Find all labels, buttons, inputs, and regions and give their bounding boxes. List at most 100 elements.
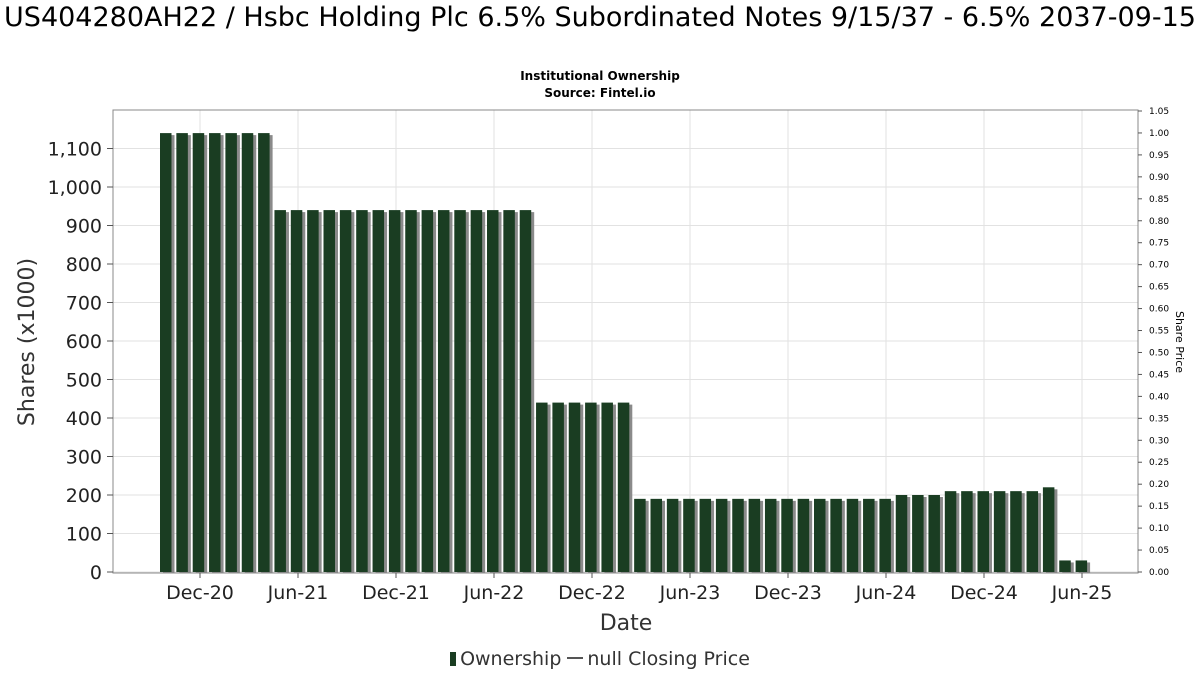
ownership-bar xyxy=(470,210,483,572)
ownership-bar xyxy=(977,491,989,572)
ownership-bar xyxy=(1059,560,1071,572)
ownership-bar xyxy=(258,133,270,572)
y2-tick-label: 0.15 xyxy=(1149,502,1169,512)
x-tick-label: Dec-23 xyxy=(754,582,822,604)
ownership-bar xyxy=(225,133,237,572)
ownership-bar xyxy=(568,402,581,572)
y-axis-ticks: 0 100 200 300 400 500 600 700 800 900 1,000 1,100 xyxy=(48,139,113,584)
y-tick-label: 900 xyxy=(66,216,102,238)
y2-tick-label: 0.05 xyxy=(1149,546,1169,556)
ownership-bar xyxy=(274,210,286,572)
y2-tick-label: 1.05 xyxy=(1149,107,1169,117)
ownership-bar xyxy=(748,498,761,572)
y2-tick-label: 0.95 xyxy=(1149,151,1169,161)
ownership-bar xyxy=(1075,560,1088,572)
y2-tick-label: 0.65 xyxy=(1149,283,1169,293)
y2-tick-label: 0.70 xyxy=(1149,261,1169,271)
ownership-bar xyxy=(814,498,826,572)
y-tick-label: 700 xyxy=(66,293,102,315)
ownership-bar xyxy=(372,210,385,572)
ownership-bar xyxy=(536,402,548,572)
x-tick-label: Jun-24 xyxy=(855,582,917,604)
ownership-bar xyxy=(650,498,662,572)
x-tick-label: Dec-24 xyxy=(950,582,1018,604)
y2-axis-label: Share Price xyxy=(1173,311,1186,373)
ownership-bar xyxy=(634,498,646,572)
y-tick-label: 600 xyxy=(66,331,102,353)
y2-tick-label: 0.40 xyxy=(1149,392,1169,402)
ownership-bar xyxy=(961,491,973,572)
x-axis-label: Date xyxy=(600,611,653,636)
ownership-bar xyxy=(666,498,679,572)
y2-tick-label: 0.20 xyxy=(1149,480,1169,490)
ownership-bar xyxy=(797,498,810,572)
ownership-bar xyxy=(601,402,613,572)
ownership-bar xyxy=(552,402,564,572)
chart-subtitle-ownership: Institutional Ownership xyxy=(520,69,680,83)
ownership-bar xyxy=(1042,487,1055,572)
y-tick-label: 1,000 xyxy=(48,177,102,199)
ownership-bar xyxy=(290,210,303,572)
ownership-bar xyxy=(617,402,630,572)
ownership-bar xyxy=(241,133,254,572)
ownership-bar xyxy=(732,498,744,572)
y2-axis-ticks: 0.00 0.05 0.10 0.15 0.20 0.25 0.30 0.35 0.40 0.45… xyxy=(1138,107,1169,578)
ownership-bar xyxy=(487,210,499,572)
ownership-bar xyxy=(160,133,172,572)
ownership-bar xyxy=(944,491,957,572)
ownership-bar xyxy=(454,210,466,572)
legend: Ownership null Closing Price xyxy=(0,648,1200,670)
ownership-bar xyxy=(405,210,417,572)
ownership-bar xyxy=(715,498,728,572)
legend-swatch-ownership xyxy=(450,652,457,666)
ownership-bar xyxy=(388,210,401,572)
y-tick-label: 0 xyxy=(90,562,102,584)
ownership-bar xyxy=(421,210,434,572)
y-tick-label: 400 xyxy=(66,408,102,430)
x-tick-label: Jun-25 xyxy=(1051,582,1113,604)
y-tick-label: 200 xyxy=(66,485,102,507)
ownership-bar xyxy=(323,210,335,572)
x-tick-label: Jun-22 xyxy=(463,582,525,604)
y2-tick-label: 0.80 xyxy=(1149,217,1169,227)
ownership-bar xyxy=(1026,491,1039,572)
ownership-bar xyxy=(928,495,940,572)
ownership-bar xyxy=(846,498,859,572)
ownership-bar xyxy=(519,210,532,572)
y2-tick-label: 0.50 xyxy=(1149,348,1169,358)
ownership-bar xyxy=(307,210,319,572)
ownership-bar xyxy=(585,402,597,572)
ownership-bar xyxy=(895,495,908,572)
y-tick-label: 800 xyxy=(66,254,102,276)
ownership-bar xyxy=(192,133,205,572)
ownership-bar xyxy=(1010,491,1022,572)
x-tick-label: Jun-21 xyxy=(267,582,329,604)
ownership-bar xyxy=(209,133,221,572)
ownership-bar xyxy=(781,498,793,572)
ownership-bar xyxy=(863,498,875,572)
ownership-bar xyxy=(683,498,695,572)
ownership-bar xyxy=(912,495,924,572)
ownership-bar xyxy=(830,498,842,572)
y-axis-label: Shares (x1000) xyxy=(15,258,40,426)
y2-tick-label: 0.35 xyxy=(1149,414,1169,424)
x-tick-label: Jun-23 xyxy=(659,582,721,604)
legend-label-closing-price: null Closing Price xyxy=(587,648,750,670)
y2-tick-label: 0.25 xyxy=(1149,458,1169,468)
y2-tick-label: 0.55 xyxy=(1149,327,1169,337)
ownership-bar xyxy=(339,210,352,572)
y2-tick-label: 0.45 xyxy=(1149,370,1169,380)
y-tick-label: 1,100 xyxy=(48,139,102,161)
ownership-bar xyxy=(993,491,1006,572)
chart-subtitle-source: Source: Fintel.io xyxy=(544,86,656,100)
y2-tick-label: 0.90 xyxy=(1149,173,1169,183)
y2-tick-label: 0.85 xyxy=(1149,195,1169,205)
y2-tick-label: 0.60 xyxy=(1149,305,1169,315)
ownership-bar xyxy=(879,498,891,572)
bars xyxy=(160,133,1091,573)
ownership-bar xyxy=(764,498,777,572)
y-tick-label: 100 xyxy=(66,524,102,546)
legend-line-closing-price xyxy=(567,657,584,659)
legend-label-ownership: Ownership xyxy=(460,648,562,670)
